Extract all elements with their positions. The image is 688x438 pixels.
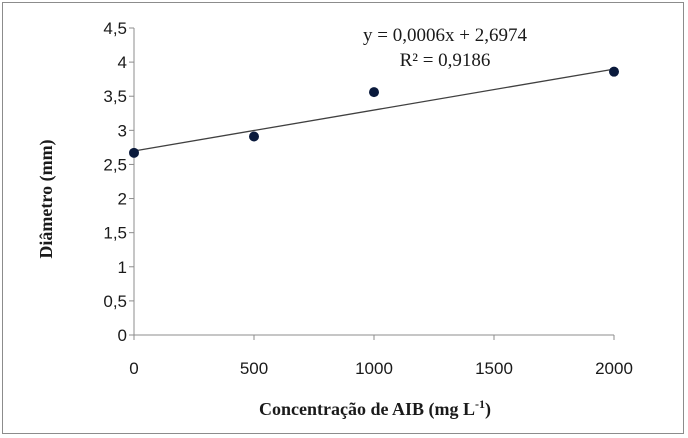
x-tick-label: 500: [240, 359, 268, 378]
y-tick-label: 4,5: [103, 19, 127, 38]
data-point: [129, 147, 139, 158]
data-points: [129, 66, 619, 158]
x-tick-label: 1000: [355, 359, 393, 378]
y-tick-label: 1: [118, 258, 127, 277]
y-axis-title: Diâmetro (mm): [36, 139, 57, 258]
x-tick-label: 1500: [475, 359, 513, 378]
x-axis-title-end: ): [485, 399, 491, 420]
x-axis-ticks: 0 500 1000 1500 2000: [129, 335, 633, 378]
data-point: [609, 66, 619, 77]
x-axis-title-main: Concentração de AIB (mg L: [259, 399, 475, 420]
y-tick-label: 0: [118, 326, 127, 345]
y-axis-ticks: 0 0,5 1 1,5 2 2,5 3 3,5 4 4,5: [103, 19, 134, 345]
x-tick-label: 2000: [595, 359, 633, 378]
y-tick-label: 0,5: [103, 292, 127, 311]
x-tick-label: 0: [129, 359, 138, 378]
y-tick-label: 1,5: [103, 224, 127, 243]
data-point: [249, 131, 259, 142]
trendline: [133, 68, 615, 152]
chart-frame: [2, 2, 684, 434]
y-tick-label: 4: [118, 53, 127, 72]
y-tick-label: 2,5: [103, 155, 127, 174]
x-axis-title: Concentração de AIB (mg L-1): [259, 397, 491, 420]
data-point: [369, 87, 379, 98]
trendline-equation: y = 0,0006x + 2,6974: [363, 25, 527, 46]
y-tick-label: 3,5: [103, 87, 127, 106]
y-tick-label: 2: [118, 190, 127, 209]
x-axis-title-superscript: -1: [475, 397, 485, 411]
y-tick-label: 3: [118, 121, 127, 140]
r-squared-label: R² = 0,9186: [400, 50, 491, 71]
